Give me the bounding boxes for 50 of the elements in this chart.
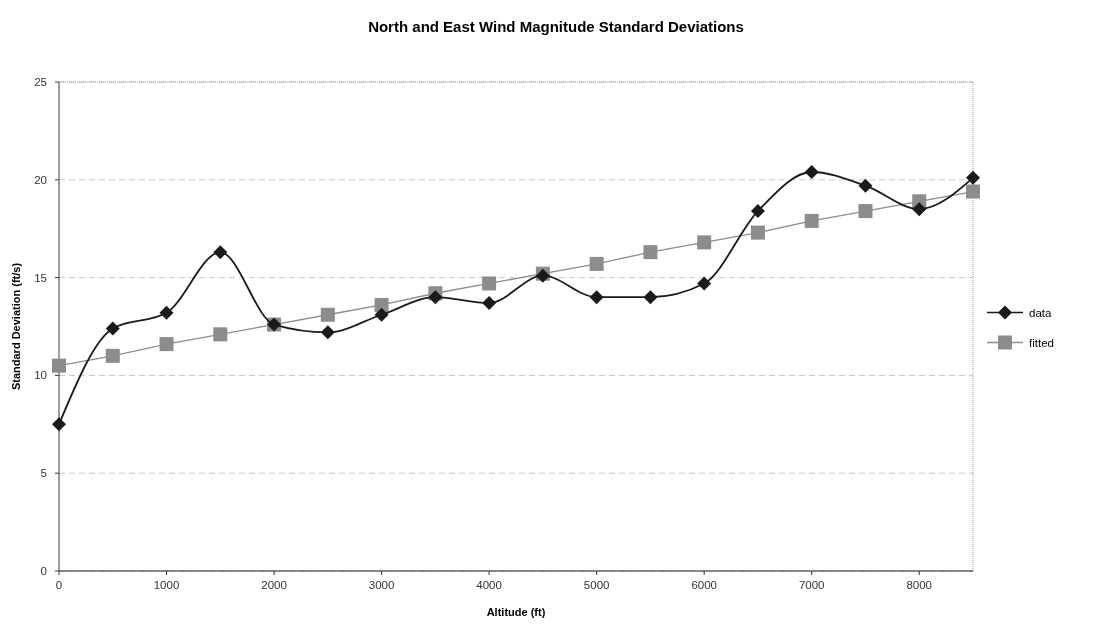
point [213,327,228,342]
chart-title: North and East Wind Magnitude Standard Deviations [368,18,744,35]
legend-label: fitted [1029,336,1054,349]
point [105,348,120,363]
point [643,290,658,305]
y-tick-label: 10 [34,369,47,382]
x-tick-label: 4000 [476,579,502,591]
y-tick-label: 25 [34,76,47,89]
x-axis-title: Altitude (ft) [486,606,546,618]
point [52,358,66,373]
point [912,202,927,217]
point [589,256,604,271]
y-tick-label: 5 [40,467,47,480]
point [750,204,765,219]
point [697,276,712,291]
x-tick-label: 0 [55,579,63,591]
point [374,307,389,322]
y-tick-label: 0 [40,565,47,578]
y-tick-label: 15 [34,271,47,284]
y-axis-title: Standard Deviation (ft/s) [10,262,22,391]
point [858,204,873,219]
point [428,290,443,305]
point [213,245,228,260]
x-tick-label: 7000 [798,579,825,591]
point [858,178,873,193]
x-tick-label: 5000 [583,579,610,591]
point [320,325,335,340]
point [750,225,765,240]
point [159,337,174,352]
point [482,276,497,291]
point [105,321,120,336]
point [966,170,980,185]
point [482,296,497,311]
point [804,213,819,228]
legend-label: data [1029,306,1052,319]
point [643,245,658,260]
x-tick-label: 6000 [691,579,717,591]
point [804,164,819,179]
point [966,184,980,199]
x-tick-label: 3000 [368,579,395,591]
y-tick-label: 20 [34,173,47,186]
point [52,417,66,432]
point [320,307,335,322]
x-tick-label: 2000 [261,579,287,591]
x-tick-label: 8000 [906,579,933,591]
point [589,290,604,305]
point [159,305,174,320]
point [697,235,712,250]
x-tick-label: 1000 [153,579,180,591]
point [374,297,389,312]
